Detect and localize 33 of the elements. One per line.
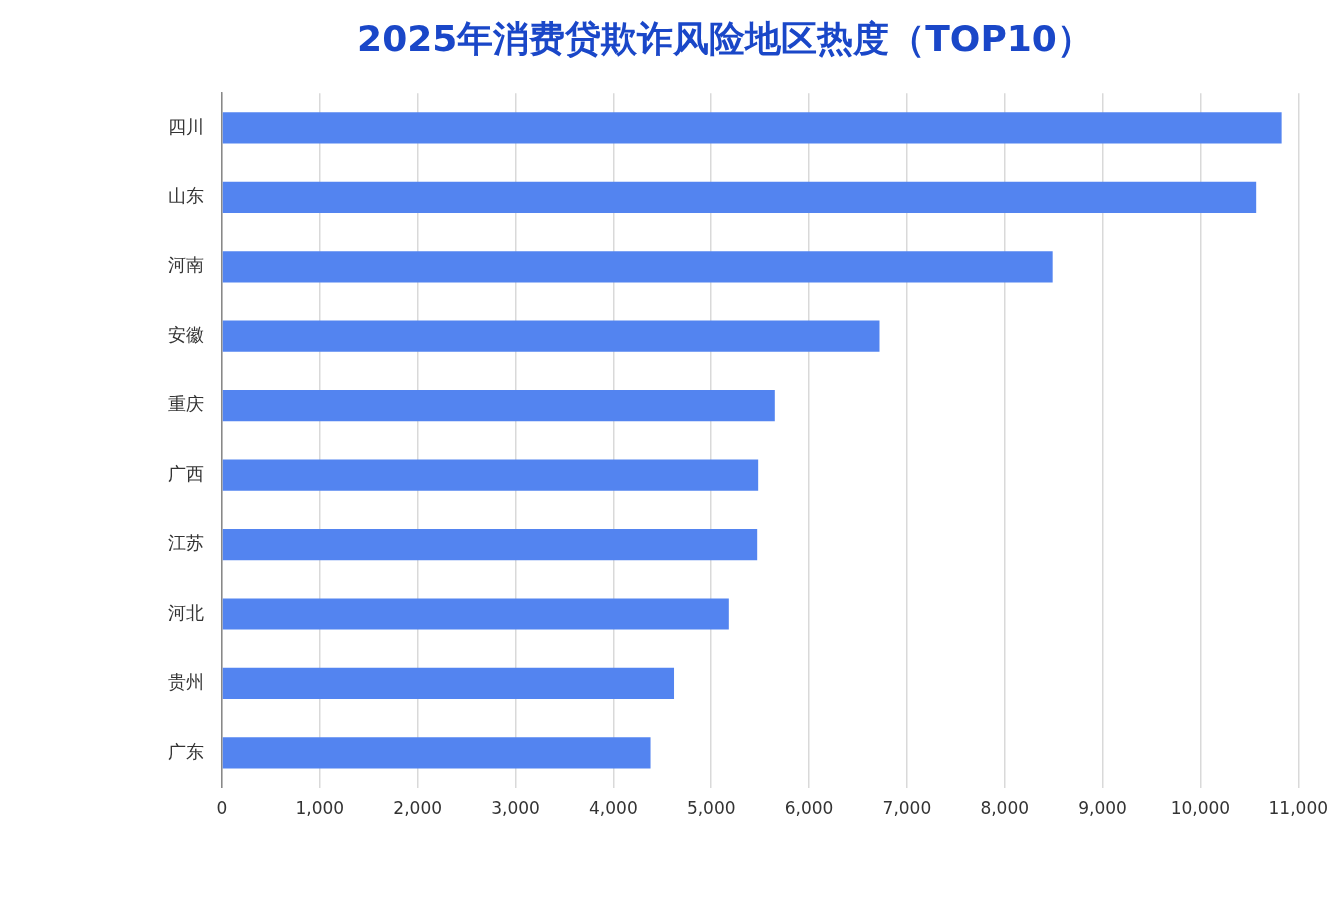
bar bbox=[222, 667, 675, 700]
y-tick-label: 四川 bbox=[168, 115, 204, 137]
bar bbox=[222, 251, 1053, 283]
y-tick-label: 广东 bbox=[168, 740, 204, 762]
bar bbox=[222, 598, 729, 630]
bar bbox=[222, 459, 759, 491]
x-tick-label: 7,000 bbox=[882, 798, 932, 819]
x-tick-label: 9,000 bbox=[1078, 798, 1127, 819]
x-tick-label: 6,000 bbox=[784, 798, 834, 819]
bar bbox=[222, 320, 880, 352]
bar bbox=[222, 181, 1257, 213]
y-tick-label: 河北 bbox=[168, 601, 204, 623]
y-tick-label: 安徽 bbox=[168, 323, 204, 345]
y-tick-label: 江苏 bbox=[168, 532, 204, 554]
bar bbox=[222, 112, 1282, 144]
y-tick-label: 广西 bbox=[168, 462, 204, 484]
x-tick-label: 2,000 bbox=[393, 798, 443, 819]
x-tick-label: 3,000 bbox=[491, 798, 540, 819]
x-tick-label: 11,000 bbox=[1268, 798, 1328, 819]
x-tick-label: 5,000 bbox=[686, 798, 736, 819]
bar bbox=[222, 528, 758, 561]
x-tick-label: 0 bbox=[216, 798, 228, 819]
x-tick-label: 8,000 bbox=[980, 798, 1030, 819]
y-tick-label: 河南 bbox=[168, 254, 204, 276]
y-tick-label: 贵州 bbox=[168, 671, 204, 693]
x-tick-label: 10,000 bbox=[1170, 798, 1231, 819]
x-tick-label: 4,000 bbox=[589, 798, 638, 819]
x-tick-label: 1,000 bbox=[295, 798, 345, 819]
chart-title: 2025年消费贷欺诈风险地区热度（TOP10） bbox=[357, 17, 1093, 59]
bar bbox=[222, 390, 775, 422]
y-tick-label: 重庆 bbox=[168, 393, 204, 415]
bar bbox=[222, 737, 651, 769]
y-tick-label: 山东 bbox=[168, 185, 204, 207]
